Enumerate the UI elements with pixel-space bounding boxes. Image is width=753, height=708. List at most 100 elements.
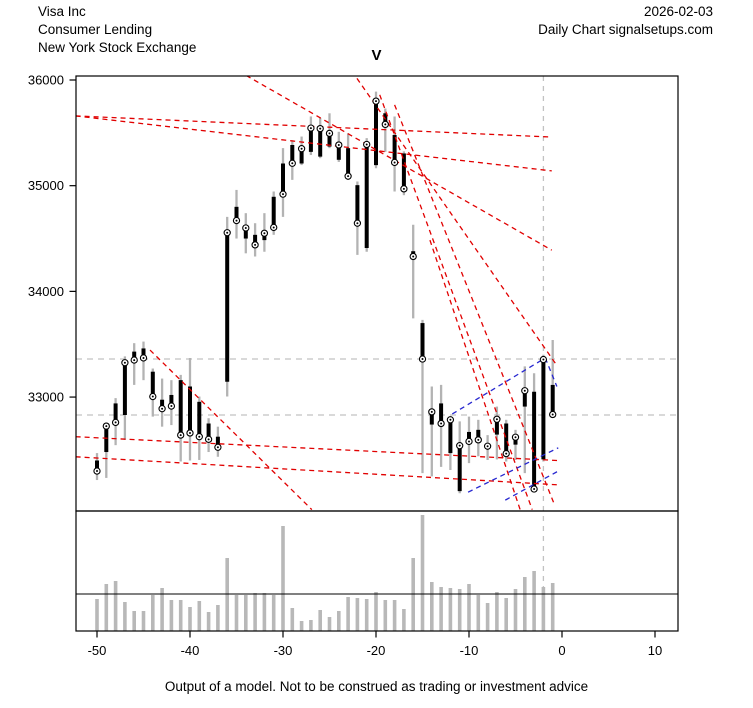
close-marker-dot [170,405,173,408]
volume-bar [457,589,462,631]
volume-bar [402,609,406,631]
close-marker-dot [542,358,545,361]
close-marker-dot [309,127,312,130]
volume-bar [216,605,220,631]
volume-bar [253,593,257,631]
y-tick-label: 33000 [28,390,64,405]
close-marker-dot [365,143,368,146]
close-marker-dot [468,440,470,443]
red-trendline [379,94,533,510]
close-marker-dot [533,488,536,491]
close-marker-dot [328,132,331,135]
red-trendline [393,104,556,506]
volume-bar [374,592,378,631]
x-tick-label: -50 [88,643,107,658]
close-marker-dot [495,418,498,421]
volume-bar [104,584,109,631]
red-trendline [354,76,557,366]
close-marker-dot [133,359,136,362]
close-marker-dot [393,161,396,164]
close-marker-dot [384,123,387,126]
close-marker-dot [216,446,219,449]
axes: 36000 35000 34000 33000 -50 -40 -30 -20 -10 0 10 [28,73,662,659]
volume-bar [178,600,183,631]
close-marker-dot [151,395,154,398]
close-marker-dot [300,147,303,150]
volume-bar [467,584,471,631]
chart-date: 2026-02-03 [643,4,713,19]
close-marker-dot [291,162,294,165]
close-marker-dot [244,226,247,229]
close-marker-dot [505,452,508,455]
volume-bar [197,601,202,631]
close-marker-dot [523,389,526,392]
close-marker-dot [421,358,424,361]
volume-bar [271,595,276,631]
volume-bar [123,602,127,631]
close-marker-dot [319,127,322,130]
close-marker-dot [440,422,443,425]
volume-bar [550,583,555,631]
volume-bar [541,587,546,631]
volume-bar [355,598,360,631]
close-marker-dot [123,361,126,364]
signal-lines [76,76,678,631]
close-marker-dot [198,435,201,438]
volume-bar [234,595,239,631]
volume-bar [262,593,267,631]
close-marker-dot [207,438,210,441]
close-marker-dot [142,356,145,359]
exchange-name: New York Stock Exchange [38,40,197,55]
volume-bar [337,611,341,631]
volume-bar [327,617,332,631]
volume-bar [513,589,518,631]
close-marker-dot [263,232,266,235]
volume-bar [141,611,146,631]
volume-bar [132,611,136,631]
header-right: 2026-02-03 Daily Chart signalsetups.com [538,3,713,39]
volume-bar [383,600,388,631]
volume-bar [244,595,248,631]
close-marker-dot [375,100,377,103]
close-marker-dot [96,470,98,473]
x-tick-label: -40 [181,643,200,658]
close-marker-dot [486,445,489,448]
close-marker-dot [254,243,257,246]
header-left: Visa Inc Consumer Lending New York Stock… [38,3,196,57]
volume-bar [318,610,322,631]
close-marker-dot [282,193,284,196]
close-marker-dot [551,413,554,416]
blue-trendline [504,470,559,501]
x-tick-label: -10 [460,643,479,658]
industry-name: Consumer Lending [38,22,153,37]
blue-trendline [451,357,546,415]
volume-bar [151,595,155,631]
volume-bar [206,612,211,631]
close-marker-dot [347,175,350,178]
red-trendline [76,115,552,172]
volume-bar [495,592,499,631]
disclaimer-caption: Output of a model. Not to be construed a… [164,679,589,694]
close-marker-dot [105,425,108,428]
volume-bar [504,598,508,631]
volume-bar [430,582,434,631]
close-markers [93,97,557,493]
close-marker-dot [226,231,229,234]
chart-title: V [371,47,382,64]
volume-bar [420,515,425,631]
close-marker-dot [402,187,405,190]
volume-bar [95,599,99,631]
x-tick-label: 0 [558,643,565,658]
volume-bar [476,595,481,631]
close-marker-dot [179,434,182,437]
close-marker-dot [235,219,238,222]
close-marker-dot [189,432,191,435]
x-tick-label: -30 [274,643,293,658]
close-marker-dot [356,222,359,225]
volume-bar [523,577,527,631]
volume-bar [113,581,118,631]
volume-bar [281,526,285,631]
volume-bar [160,588,164,631]
close-marker-dot [272,226,275,229]
